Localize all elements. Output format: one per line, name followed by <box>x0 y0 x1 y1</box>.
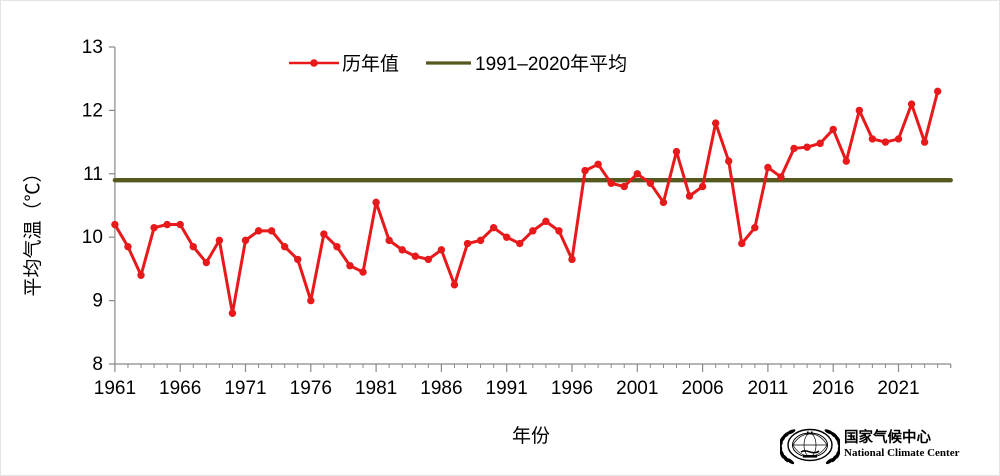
svg-text:2021: 2021 <box>877 378 919 399</box>
svg-text:2006: 2006 <box>681 378 723 399</box>
svg-text:8: 8 <box>92 354 103 375</box>
svg-text:1996: 1996 <box>551 378 593 399</box>
svg-text:1976: 1976 <box>290 378 332 399</box>
svg-text:13: 13 <box>82 37 103 58</box>
svg-text:9: 9 <box>92 291 103 312</box>
svg-text:1991: 1991 <box>486 378 528 399</box>
svg-text:1971: 1971 <box>224 378 266 399</box>
svg-text:2011: 2011 <box>747 378 788 399</box>
svg-text:10: 10 <box>82 227 103 248</box>
svg-text:1981: 1981 <box>355 378 397 399</box>
svg-text:11: 11 <box>83 164 103 185</box>
svg-text:1961: 1961 <box>94 378 136 399</box>
svg-text:1986: 1986 <box>420 378 462 399</box>
svg-text:2001: 2001 <box>616 378 658 399</box>
svg-text:2016: 2016 <box>812 378 854 399</box>
svg-text:1966: 1966 <box>159 378 201 399</box>
svg-text:12: 12 <box>82 100 103 121</box>
